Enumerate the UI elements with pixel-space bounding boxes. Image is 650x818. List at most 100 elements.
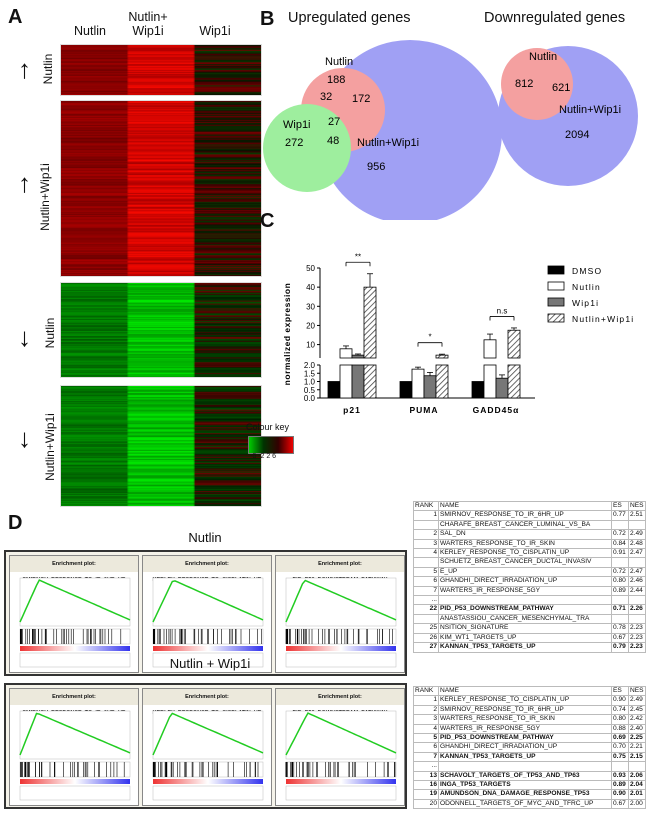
table-cell: WARTERS_RESPONSE_TO_IR_SKIN: [438, 538, 612, 550]
table-row: ...: [413, 595, 646, 606]
table-cell: 0.80: [611, 576, 629, 587]
venn-value-wip1i-only: 272: [285, 137, 303, 149]
y-tick-label: 0.0: [304, 394, 316, 403]
table-row: 25 NSITION_SIGNATURE 0.78 2.23: [413, 623, 646, 634]
table-cell: 2.26: [628, 604, 646, 615]
venn-value-all: 27: [328, 116, 340, 128]
venn-value-nutlin-combo: 172: [352, 93, 370, 105]
table-cell: 0.91: [611, 548, 629, 559]
table-cell: AMUNDSON_DNA_DAMAGE_RESPONSE_TP53: [438, 789, 612, 800]
panel-c-letter: C: [260, 210, 275, 232]
table-cell: [611, 595, 629, 606]
table-cell: 6: [413, 742, 439, 753]
y-tick-label: 50: [306, 264, 315, 273]
table-cell: [438, 761, 612, 772]
table-cell: SAL_DN: [438, 529, 612, 540]
table-cell: 0.74: [611, 704, 629, 716]
enrichment-plot-title: Enrichment plot: KERLEY_RESPONSE_TO_CISP…: [143, 556, 271, 583]
gsea-title-nutlin: Nutlin: [188, 530, 222, 545]
table-cell: 2.23: [628, 642, 646, 653]
enrichment-plot: Enrichment plot: KERLEY_RESPONSE_TO_CISP…: [142, 688, 272, 806]
heatmap-up-nutlin: [60, 44, 262, 96]
table-cell: 13: [413, 770, 439, 782]
y-tick-label: 20: [306, 321, 315, 330]
table-cell: ANASTASSIOU_CANCER_MESENCHYMAL_TRA: [438, 613, 612, 625]
table-cell: 2.00: [628, 798, 646, 810]
legend-swatch: [547, 265, 565, 275]
table-header-cell: NAME: [438, 500, 612, 512]
table-cell: E_UP: [438, 566, 612, 578]
table-cell: 0.84: [611, 538, 629, 550]
table-cell: 2.48: [628, 538, 646, 550]
table-cell: 0.79: [611, 642, 629, 653]
table-cell: 2: [413, 529, 439, 540]
x-tick-label: GADD45α: [473, 405, 520, 415]
table-cell: 26: [413, 632, 439, 644]
table-cell: 2.40: [628, 723, 646, 735]
enrichment-plot: Enrichment plot: KERLEY_RESPONSE_TO_CISP…: [142, 555, 272, 673]
gsea-panel-nutlin: Enrichment plot: SMIRNOV_RESPONSE_TO_IR_…: [4, 550, 407, 676]
y-tick-label: 0.5: [304, 386, 316, 395]
down-arrow-icon: ↓: [18, 423, 31, 453]
table-row: 1 KERLEY_RESPONSE_TO_CISPLATIN_UP 0.90 2.49: [413, 695, 646, 706]
table-cell: PID_P53_DOWNSTREAM_PATHWAY: [438, 604, 612, 615]
enrichment-curve-plot: [19, 710, 131, 801]
table-cell: ODONNELL_TARGETS_OF_MYC_AND_TFRC_UP: [438, 798, 612, 810]
down-arrow-icon: ↓: [18, 322, 31, 352]
legend-swatch: [547, 297, 565, 307]
up-arrow-icon: ↑: [18, 54, 31, 84]
table-cell: 2.15: [628, 751, 646, 763]
rank-table-combo-wrap: RANK NAME ES NES 1 KERLEY_RESPONSE_TO_CISPLAT…: [413, 685, 646, 810]
table-row: ANASTASSIOU_CANCER_MESENCHYMAL_TRA: [413, 613, 646, 625]
venn-diagrams: Nutlin 188 32 172 27 Wip1i 272 48 Nutlin…: [263, 40, 638, 220]
table-row: 5 E_UP 0.72 2.47: [413, 566, 646, 578]
panel-b-letter: B: [260, 8, 275, 30]
table-cell: [438, 595, 612, 606]
table-cell: 6: [413, 576, 439, 587]
venn-value-combo-only: 956: [367, 161, 385, 173]
table-cell: 0.67: [611, 798, 629, 810]
row-label-up-combo: Nutlin+Wip1i: [38, 163, 52, 231]
venn-value-nutlin-only: 188: [327, 74, 345, 86]
rank-table-nutlin: RANK NAME ES NES 1 SMIRNOV_RESPONSE_TO_IR_6HR…: [413, 500, 646, 653]
table-cell: 19: [413, 789, 439, 800]
table-cell: 0.88: [611, 723, 629, 735]
table-cell: GHANDHI_DIRECT_IRRADIATION_UP: [438, 742, 612, 753]
enrichment-plot-title: Enrichment plot: PID_P53_DOWNSTREAM_PATH…: [276, 689, 404, 716]
bar: [351, 354, 365, 359]
table-cell: WARTERS_IR_RESPONSE_5GY: [438, 585, 612, 597]
table-row: 27 KANNAN_TP53_TARGETS_UP 0.79 2.23: [413, 642, 646, 653]
table-cell: CHARAFE_BREAST_CANCER_LUMINAL_VS_BA: [438, 519, 612, 531]
bar: [435, 354, 449, 359]
table-row: 16 INGA_TP53_TARGETS 0.89 2.04: [413, 780, 646, 791]
table-row: SCHUETZ_BREAST_CANCER_DUCTAL_INVASIV: [413, 557, 646, 568]
table-cell: 2.49: [628, 695, 646, 706]
legend-swatch: [547, 281, 565, 291]
y-tick-label: 1.5: [304, 369, 316, 378]
table-row: 2 SMIRNOV_RESPONSE_TO_IR_6HR_UP 0.74 2.45: [413, 704, 646, 716]
table-cell: GHANDHI_DIRECT_IRRADIATION_UP: [438, 576, 612, 587]
table-cell: 2.42: [628, 714, 646, 725]
y-axis-label: normalized expression: [282, 283, 292, 386]
table-cell: 2.06: [628, 770, 646, 782]
table-row: 3 WARTERS_RESPONSE_TO_IR_SKIN 0.84 2.48: [413, 538, 646, 550]
table-cell: 2.21: [628, 742, 646, 753]
table-cell: 5: [413, 733, 439, 744]
enrichment-plot-title: Enrichment plot: PID_P53_DOWNSTREAM_PATH…: [276, 556, 404, 583]
table-row: 13 SCHAVOLT_TARGETS_OF_TP53_AND_TP63 0.93 2…: [413, 770, 646, 782]
panel-d-letter: D: [8, 512, 23, 534]
table-row: 20 ODONNELL_TARGETS_OF_MYC_AND_TFRC_UP 0.6…: [413, 798, 646, 810]
enrichment-curve-plot: [19, 577, 131, 668]
venn-circle-down-nutlin: [501, 48, 573, 120]
table-cell: KANNAN_TP53_TARGETS_UP: [438, 751, 612, 763]
table-cell: 2.47: [628, 566, 646, 578]
table-cell: 0.70: [611, 742, 629, 753]
y-tick-label: 1.0: [304, 378, 316, 387]
table-header-row: RANK NAME ES NES: [413, 685, 646, 697]
table-row: 19 AMUNDSON_DNA_DAMAGE_RESPONSE_TP53 0.90 2…: [413, 789, 646, 800]
up-arrow-icon: ↑: [18, 168, 31, 198]
heatmap-down-nutlin: [60, 282, 262, 378]
table-cell: KANNAN_TP53_TARGETS_UP: [438, 642, 612, 653]
table-cell: 2.44: [628, 585, 646, 597]
table-cell: 1: [413, 510, 439, 521]
